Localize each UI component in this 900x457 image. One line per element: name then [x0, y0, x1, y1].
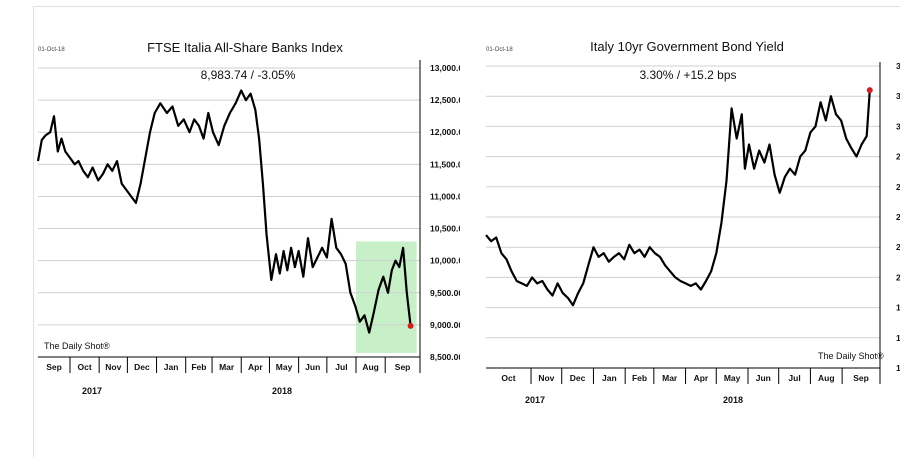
x-tick-label: Sep: [395, 362, 411, 372]
ftse-banks-chart: 01-Oct-18 FTSE Italia All-Share Banks In…: [36, 40, 460, 396]
x-tick-label: Nov: [105, 362, 121, 372]
y-tick-label: 11,000.00: [430, 191, 460, 201]
y-tick-label: 12,000.00: [430, 127, 460, 137]
y-tick-label: 8,500.00: [430, 352, 460, 362]
y-tick-label: 13,000.00: [430, 63, 460, 73]
y-tick-label: 9,000.00: [430, 320, 460, 330]
x-tick-label: Sep: [46, 362, 62, 372]
gridlines: [38, 67, 420, 326]
y-tick-label: 12,500.00: [430, 95, 460, 105]
x-tick-label: May: [276, 362, 293, 372]
date-stamp: 01-Oct-18: [38, 47, 65, 53]
chart-title: FTSE Italia All-Share Banks Index: [147, 40, 343, 55]
credit-label: The Daily Shot®: [44, 341, 110, 351]
y-tick-label: 10,500.00: [430, 224, 460, 234]
x-tick-labels: Sep Oct Nov Dec Jan Feb Mar Apr May Jun Jul Aug Sep: [46, 357, 421, 373]
x-tick-label: Mar: [219, 362, 235, 372]
image-frame: [33, 6, 900, 457]
x-tick-label: Apr: [248, 362, 263, 372]
y-tick-label: 10,000.00: [430, 256, 460, 266]
x-tick-label: Jul: [335, 362, 347, 372]
y-tick-label: 9,500.00: [430, 288, 460, 298]
last-value-readout: 8,983.74 / -3.05%: [201, 68, 296, 82]
x-tick-label: Feb: [191, 362, 206, 372]
last-point-marker: [407, 322, 414, 329]
y-tick-labels: 8,500.00 9,000.00 9,500.00 10,000.00 10,500.…: [430, 63, 460, 362]
index-series-line: [36, 89, 412, 334]
x-tick-label: Dec: [134, 362, 150, 372]
year-label-2017: 2017: [82, 386, 102, 396]
x-tick-label: Aug: [362, 362, 379, 372]
plot-area: [36, 60, 421, 358]
y-tick-label: 11,500.00: [430, 159, 460, 169]
x-tick-label: Jan: [164, 362, 179, 372]
x-tick-label: Oct: [77, 362, 91, 372]
x-tick-label: Jun: [305, 362, 320, 372]
year-label-2018: 2018: [272, 386, 292, 396]
